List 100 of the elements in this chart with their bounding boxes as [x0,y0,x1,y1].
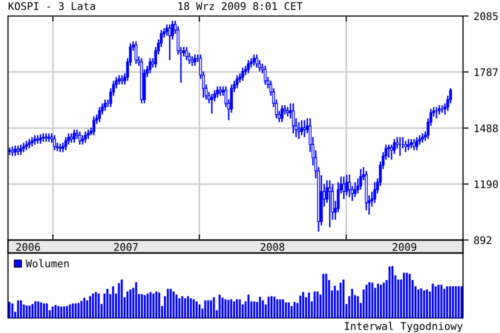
bar [144,295,146,318]
bar [308,292,310,318]
candlestick [407,138,410,151]
bar [356,296,359,318]
candlestick [148,58,152,74]
bar [78,302,80,318]
bar [89,296,92,318]
bar [322,274,324,318]
bar [150,292,152,318]
candlestick [134,40,138,65]
bar [222,298,224,318]
bar [388,266,391,318]
bar [247,294,250,318]
bar [270,296,273,318]
x-tick-label: 2008 [260,243,284,251]
bar [80,300,82,318]
candlestick [30,136,34,148]
candlestick [78,130,82,146]
bar [170,288,172,318]
bar [8,302,10,318]
bar [83,298,86,318]
bar [258,296,261,318]
bar [334,286,336,318]
bar [218,294,221,318]
candlestick [252,54,256,66]
bar [302,292,304,318]
bar [34,301,36,318]
candlestick [84,130,87,144]
bar [135,282,138,318]
bar [290,306,293,318]
bar [454,286,457,318]
candlestick [303,120,306,138]
candlestick [421,132,424,144]
bar [46,303,48,318]
bar [458,286,460,318]
chart-title: KOSPI - 3 Lata [8,2,95,10]
bar [434,286,437,318]
bar [314,291,316,318]
candlestick [194,54,196,66]
bar [140,294,143,318]
bar [227,300,230,318]
candlestick [404,140,408,153]
bar [253,301,256,318]
bar [94,292,97,318]
bar [351,288,354,318]
candlestick [218,86,222,96]
bar [406,272,408,318]
bar [236,299,238,318]
bar [86,300,88,318]
bar [28,306,31,318]
y-tick-label: 2085 [474,12,498,20]
bar [92,294,94,318]
bar [178,298,180,318]
bar [299,296,302,318]
candlestick [98,106,101,123]
candlestick [280,104,284,123]
bar [106,288,108,318]
bar [377,284,380,318]
candlestick [33,134,36,146]
bar [382,282,385,318]
bar [262,300,264,318]
bar [366,284,368,318]
bar [397,280,400,318]
bar [60,306,62,318]
bar [284,302,287,318]
candlestick [345,174,348,196]
bar [273,296,276,318]
bar [57,306,60,318]
bar [74,303,77,318]
bar [443,288,446,318]
bar [181,296,184,318]
x-tick-label: 2006 [16,243,40,251]
candlestick [412,138,416,151]
candlestick [92,116,96,136]
bar [423,290,426,318]
bar [166,288,169,318]
candlestick [72,128,76,144]
bar [198,304,201,318]
bar [175,294,178,318]
x-tick-label: 2007 [114,243,138,251]
candlestick [415,136,418,151]
bar [146,294,149,318]
bar [230,299,232,318]
bar [446,286,448,318]
bar [233,301,236,318]
candlestick [328,180,332,228]
candlestick [104,98,107,112]
candlestick [348,174,351,198]
bar [63,306,66,318]
bar [380,284,382,318]
bar [152,294,154,318]
bar [368,282,370,318]
candlestick [387,144,390,158]
candlestick [292,102,295,134]
bar [184,298,186,318]
y-tick-label: 1488 [474,124,498,132]
y-tick-label: 892 [474,236,492,244]
bar [449,286,452,318]
bar [120,280,123,318]
bar [279,299,282,318]
